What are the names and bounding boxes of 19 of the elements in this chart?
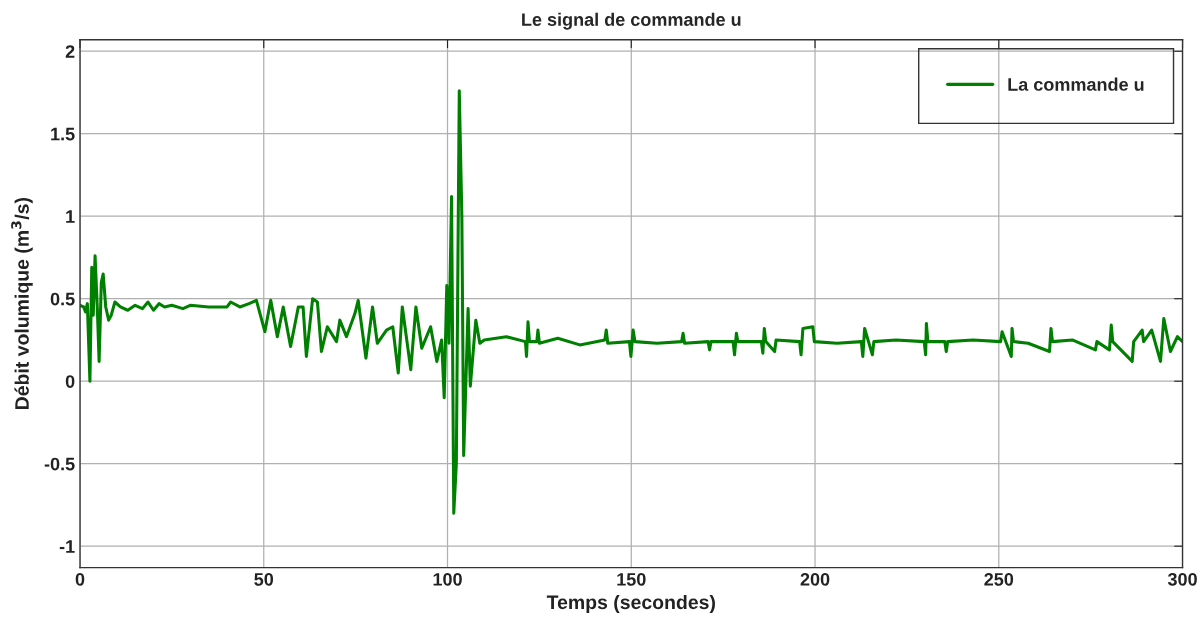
y-tick-label: 0.5	[50, 292, 75, 306]
line-series	[80, 89, 1183, 515]
y-tick-label: -0.5	[44, 457, 75, 471]
y-axis-title: Débit volumique (m$^{3}$/s)	[11, 197, 33, 410]
x-tick-label: 200	[800, 572, 830, 586]
legend-label: La commande u	[1008, 77, 1144, 91]
chart-title: Le signal de commande u	[522, 12, 741, 30]
y-tick-label: -1	[59, 540, 75, 553]
x-tick-label: 250	[984, 572, 1014, 586]
x-axis-title: Temps (secondes)	[546, 594, 715, 613]
y-tick-label: 1.5	[51, 127, 75, 141]
y-tick-label: 2	[65, 45, 75, 58]
y-tick-label: 0	[65, 375, 75, 388]
x-tick-label: 100	[433, 572, 462, 586]
x-tick-label: 300	[1167, 572, 1197, 586]
x-tick-label: 50	[254, 572, 274, 586]
x-tick-label: 0	[75, 572, 85, 586]
x-tick-label: 150	[617, 572, 646, 586]
y-tick-label: 1	[66, 210, 75, 223]
